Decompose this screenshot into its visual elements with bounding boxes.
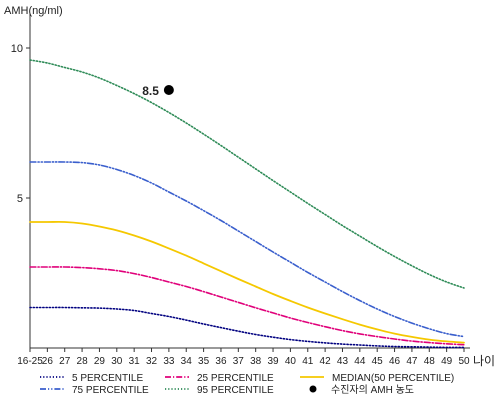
x-tick-label: 31 [129, 356, 141, 367]
y-tick-label: 10 [11, 43, 23, 55]
x-tick-label: 38 [250, 356, 262, 367]
legend-label-75-percentile: 75 PERCENTILE [72, 385, 149, 396]
axis-labels: 5 10 16-25 26 27 28 29 30 31 32 33 34 35 36 37 38 39 40 41… [4, 5, 495, 368]
x-tick-label: 42 [320, 356, 332, 367]
legend: 5 PERCENTILE 25 PERCENTILE MEDIAN(50 PERCE… [40, 373, 454, 396]
x-tick-label: 41 [302, 356, 314, 367]
x-tick-label: 26 [42, 356, 54, 367]
patient-amh-point [163, 85, 174, 95]
y-axis-title: AMH(ng/ml) [4, 5, 63, 17]
series-line-5-percentile [29, 306, 465, 349]
x-tick-label: 40 [285, 356, 297, 367]
legend-label-25-percentile: 25 PERCENTILE [197, 373, 274, 384]
legend-swatch-patient [309, 385, 317, 393]
axes [26, 14, 470, 352]
series-line-75-percentile [29, 161, 465, 338]
patient-marker: 8.5 [142, 84, 174, 98]
x-tick-label: 35 [198, 356, 210, 367]
x-tick-label: 27 [59, 356, 71, 367]
x-tick-label: 32 [146, 356, 158, 367]
x-tick-label: 48 [424, 356, 436, 367]
x-tick-label: 43 [337, 356, 349, 367]
x-tick-label: 33 [163, 356, 175, 367]
x-tick-label: 47 [406, 356, 418, 367]
x-tick-label: 16-25 [17, 356, 43, 367]
y-tick-label: 5 [17, 193, 23, 205]
patient-amh-label: 8.5 [142, 84, 159, 98]
legend-label-patient: 수진자의 AMH 농도 [331, 384, 414, 396]
series-lines [29, 59, 465, 349]
x-tick-label: 34 [181, 356, 193, 367]
x-axis-title: 나이 [473, 354, 495, 368]
x-tick-label: 46 [389, 356, 401, 367]
x-tick-label: 39 [267, 356, 279, 367]
x-tick-label: 36 [215, 356, 227, 367]
x-tick-label: 29 [94, 356, 106, 367]
x-tick-label: 30 [111, 356, 123, 367]
x-tick-label: 50 [458, 356, 470, 367]
x-tick-label: 45 [372, 356, 384, 367]
x-tick-label: 28 [77, 356, 89, 367]
series-line-25-percentile [29, 266, 465, 346]
legend-label-median-50-percentile: MEDIAN(50 PERCENTILE) [332, 373, 454, 384]
legend-label-95-percentile: 95 PERCENTILE [197, 385, 274, 396]
x-tick-label: 37 [233, 356, 245, 367]
x-tick-label: 44 [354, 356, 366, 367]
legend-label-5-percentile: 5 PERCENTILE [72, 373, 143, 384]
series-line-95-percentile [29, 59, 465, 289]
x-tick-label: 49 [441, 356, 453, 367]
series-line-median-50-percentile [29, 220, 465, 344]
